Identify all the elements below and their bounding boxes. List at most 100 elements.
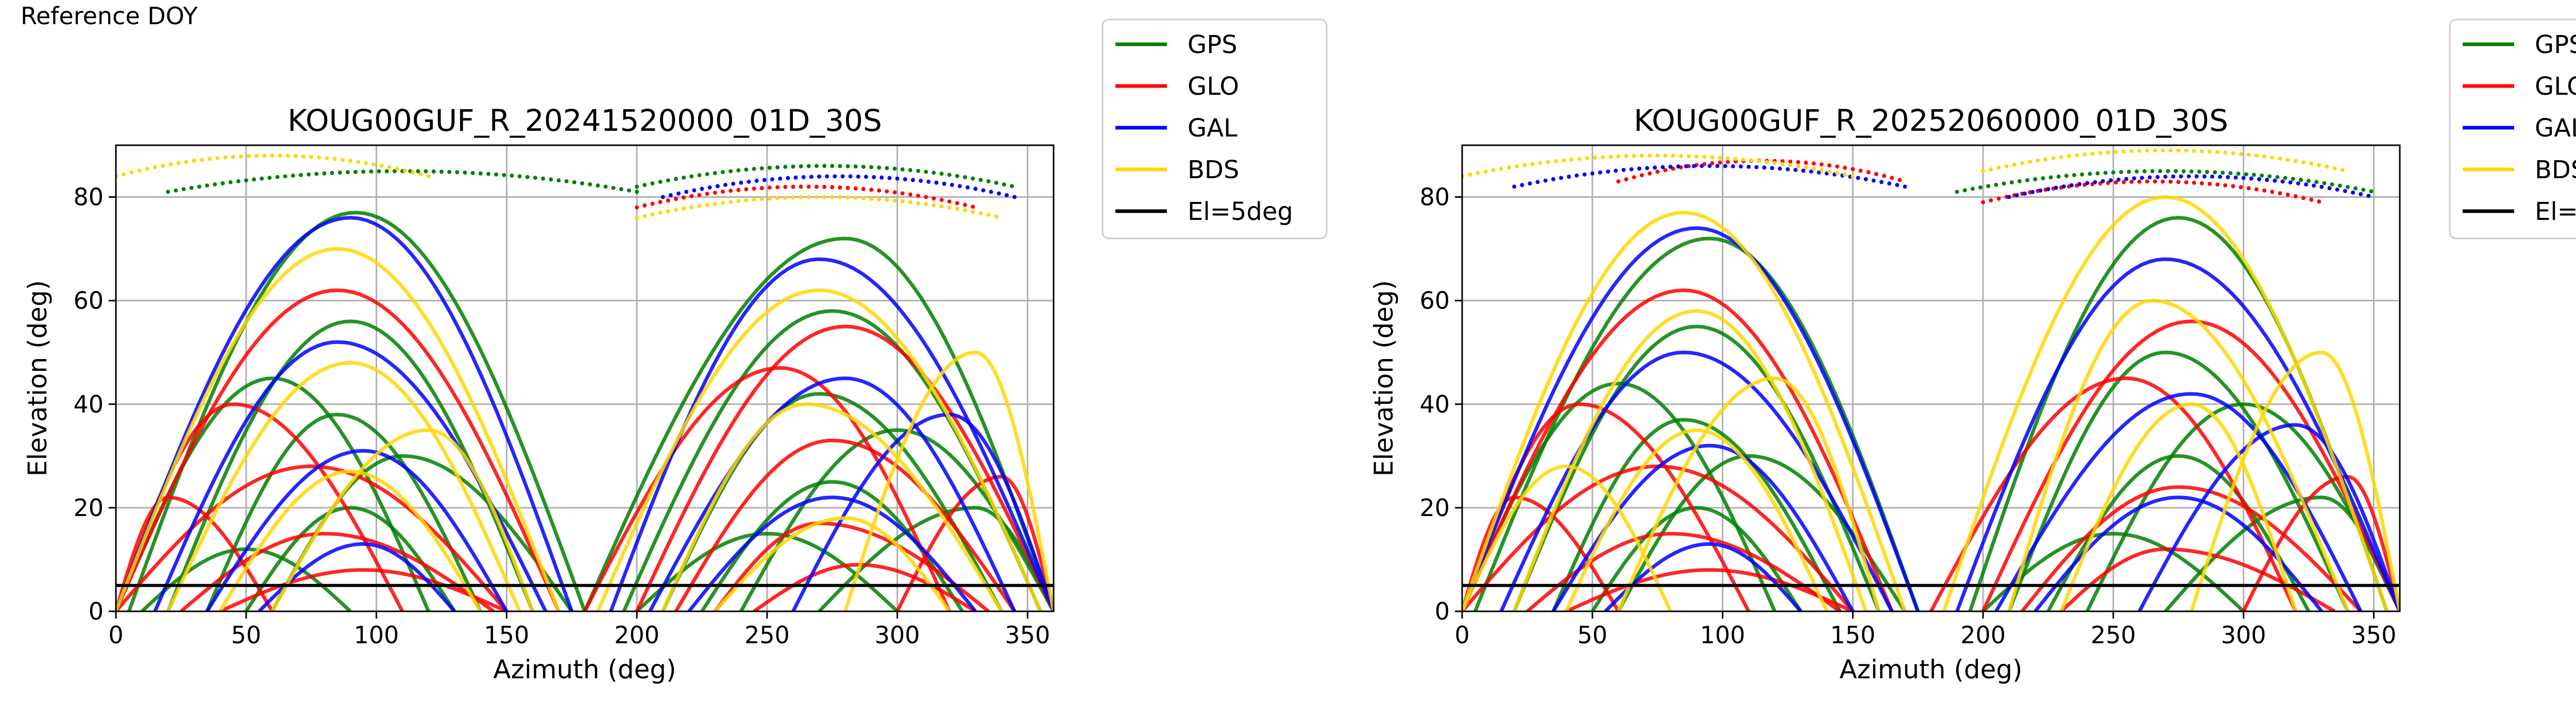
track-point xyxy=(2059,155,2063,160)
track-point xyxy=(298,173,303,177)
track-point xyxy=(814,184,819,189)
track-point xyxy=(1639,153,1644,158)
arc-glo-3 xyxy=(219,568,507,611)
track-point xyxy=(919,179,923,183)
track-point xyxy=(1827,163,1832,168)
track-point xyxy=(1582,172,1587,177)
legend-label-0: GPS xyxy=(1188,30,1238,59)
track-point xyxy=(2100,179,2105,183)
track-point xyxy=(2033,177,2038,181)
track-point xyxy=(1981,169,1986,174)
track-point xyxy=(2330,182,2334,187)
track-point xyxy=(2168,148,2173,153)
track-point xyxy=(981,188,986,193)
track-point xyxy=(1639,173,1644,178)
track-point xyxy=(900,199,905,203)
track-point xyxy=(199,158,204,162)
track-point xyxy=(1592,156,1597,160)
track-point xyxy=(236,179,241,183)
track-point xyxy=(642,183,647,187)
track-point xyxy=(885,189,889,194)
track-point xyxy=(892,198,897,203)
dotted-track-gal-0 xyxy=(1512,164,1907,189)
track-point xyxy=(767,196,772,201)
track-point xyxy=(986,213,991,217)
plot-area xyxy=(116,153,1054,611)
track-point xyxy=(1483,169,1488,174)
track-point xyxy=(2246,186,2251,191)
track-point xyxy=(314,172,319,176)
track-point xyxy=(1903,184,1907,189)
track-point xyxy=(1762,165,1767,170)
axes-frame xyxy=(115,144,1055,612)
track-point xyxy=(736,168,741,173)
track-point xyxy=(353,169,358,174)
track-point xyxy=(2077,182,2082,186)
track-point xyxy=(895,176,900,181)
track-point xyxy=(744,167,749,172)
legend: GPS GLO GAL BDS El=5deg xyxy=(1101,19,1328,239)
track-point xyxy=(2335,187,2340,192)
track-point xyxy=(221,181,225,185)
track-point xyxy=(775,185,780,190)
track-point xyxy=(958,184,962,188)
track-point xyxy=(192,159,196,163)
track-point xyxy=(168,162,173,167)
track-point xyxy=(1757,159,1761,163)
track-point xyxy=(2337,183,2342,188)
track-point xyxy=(2314,180,2319,184)
track-point xyxy=(942,181,946,186)
track-point xyxy=(877,197,882,201)
arc-bds-3 xyxy=(596,288,1042,611)
track-point xyxy=(1543,178,1548,183)
track-point xyxy=(1780,162,1785,166)
track-point xyxy=(2296,181,2300,186)
track-point xyxy=(174,188,178,193)
track-point xyxy=(1577,157,1582,161)
track-point xyxy=(2070,183,2074,187)
arc-bds-4 xyxy=(2007,299,2350,611)
track-point xyxy=(478,171,483,176)
track-point xyxy=(658,200,663,204)
legend-label-1: GLO xyxy=(2535,72,2576,101)
track-point xyxy=(908,168,912,173)
track-point xyxy=(2085,181,2090,185)
track-point xyxy=(877,165,882,170)
track-point xyxy=(791,164,795,169)
track-point xyxy=(2218,175,2223,179)
arc-bds-6 xyxy=(1617,376,1881,611)
track-point xyxy=(2142,169,2147,174)
x-tick-label: 150 xyxy=(484,621,529,649)
arc-gal-0 xyxy=(1462,226,1920,611)
track-point xyxy=(689,205,694,210)
track-point xyxy=(1796,160,1801,164)
track-point xyxy=(1897,178,1902,182)
track-point xyxy=(2187,174,2191,179)
arc-gal-6 xyxy=(258,542,456,611)
track-point xyxy=(1986,184,1991,188)
track-point xyxy=(682,206,686,211)
track-point xyxy=(2004,164,2009,168)
track-point xyxy=(2046,187,2050,192)
track-point xyxy=(825,174,829,179)
track-point xyxy=(337,170,342,175)
track-point xyxy=(275,175,280,179)
track-point xyxy=(152,165,157,169)
x-tick-label: 100 xyxy=(1700,621,1745,649)
track-point xyxy=(309,155,314,159)
arc-bds-8 xyxy=(1462,464,1672,611)
track-point xyxy=(767,185,772,190)
track-point xyxy=(2244,172,2248,177)
track-point xyxy=(1780,159,1785,164)
track-point xyxy=(2051,156,2056,161)
track-point xyxy=(778,176,783,181)
track-point xyxy=(1725,160,1730,164)
track-point xyxy=(223,155,228,160)
track-point xyxy=(2236,172,2241,176)
track-point xyxy=(2137,179,2142,184)
track-point xyxy=(989,190,993,194)
track-point xyxy=(1679,153,1683,158)
track-point xyxy=(2275,175,2280,179)
track-point xyxy=(1741,157,1745,162)
track-point xyxy=(2267,174,2272,179)
